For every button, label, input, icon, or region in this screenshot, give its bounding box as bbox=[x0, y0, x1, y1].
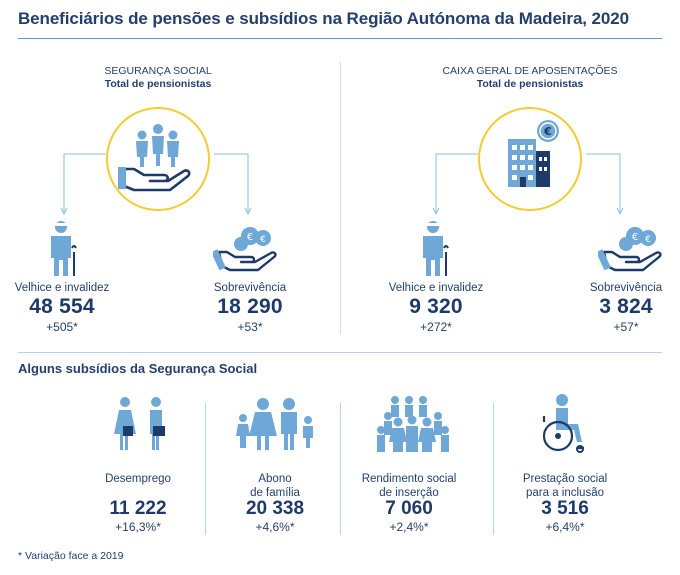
section-subheading: Total de pensionistas bbox=[476, 78, 584, 90]
subsidy-abono-familia: Abono de família 20 338 +4,6%* bbox=[200, 392, 350, 542]
subsidy-value: 3 516 bbox=[541, 498, 589, 519]
category-value: 18 290 bbox=[217, 295, 283, 318]
elderly-person-icon bbox=[51, 221, 77, 276]
variation-value: +6,4% bbox=[545, 520, 580, 534]
family-icon bbox=[236, 398, 313, 450]
subsidy-variation: +16,3%* bbox=[63, 520, 213, 534]
variation-value: +16,3% bbox=[115, 520, 157, 534]
subsidy-desemprego: Desemprego 11 222 +16,3%* bbox=[63, 392, 213, 542]
svg-text:€: € bbox=[247, 232, 253, 243]
subsidy-label: Rendimento social bbox=[361, 473, 457, 485]
subsidy-label: Prestação social bbox=[522, 473, 608, 485]
subsidy-label-line2: de inserção bbox=[379, 487, 439, 499]
group-people-icon bbox=[377, 396, 449, 452]
category-value: 9 320 bbox=[409, 295, 463, 318]
category-variation: +505* bbox=[0, 320, 142, 334]
page-title: Beneficiários de pensões e subsídios na … bbox=[18, 9, 629, 28]
category-value: 3 824 bbox=[599, 295, 653, 318]
variation-value: +505 bbox=[46, 320, 74, 334]
variation-value: +57 bbox=[613, 320, 634, 334]
category-variation: +53* bbox=[170, 320, 330, 334]
column-separator bbox=[340, 403, 341, 535]
section-heading: CAIXA GERAL DE APOSENTAÇÕES bbox=[442, 65, 618, 77]
section-subheading: Total de pensionistas bbox=[104, 78, 212, 90]
building-euro-icon: € bbox=[478, 107, 582, 211]
category-label: Sobrevivência bbox=[589, 282, 663, 294]
variation-value: +272 bbox=[420, 320, 448, 334]
asterisk: * bbox=[447, 320, 452, 334]
subsidy-prestacao-inclusao: Prestação social para a inclusão 3 516 +… bbox=[490, 392, 640, 542]
asterisk: * bbox=[257, 320, 263, 334]
svg-text:€: € bbox=[543, 125, 552, 138]
variation-value: +2,4% bbox=[389, 520, 424, 534]
wheelchair-icon bbox=[542, 394, 584, 453]
variation-value: +4,6% bbox=[255, 520, 290, 534]
svg-text:€: € bbox=[645, 235, 651, 245]
footnote: * Variação face a 2019 bbox=[18, 550, 124, 562]
category-value: 48 554 bbox=[29, 295, 95, 318]
section-heading-seguranca-social: SEGURANÇA SOCIAL Total de pensionistas bbox=[8, 65, 308, 91]
category-variation: +272* bbox=[356, 320, 516, 334]
subsidy-value: 11 222 bbox=[109, 498, 167, 519]
title-underline bbox=[18, 38, 662, 39]
category-label: Velhice e invalidez bbox=[388, 282, 484, 294]
subsidy-value: 20 338 bbox=[245, 498, 305, 519]
connector-lines bbox=[60, 153, 252, 216]
variation-value: +53 bbox=[237, 320, 258, 334]
asterisk: * bbox=[289, 520, 295, 534]
category-label: Sobrevivência bbox=[213, 282, 287, 294]
subsidy-label-line2: para a inclusão bbox=[526, 487, 604, 499]
hand-coins-icon: € € bbox=[213, 227, 277, 272]
subsidy-label: Desemprego bbox=[105, 473, 171, 485]
asterisk: * bbox=[423, 520, 429, 534]
section-divider bbox=[340, 62, 341, 334]
section-heading: SEGURANÇA SOCIAL bbox=[104, 65, 212, 77]
subsidies-title: Alguns subsídios da Segurança Social bbox=[18, 361, 258, 376]
asterisk: * bbox=[579, 520, 585, 534]
category-label: Velhice e invalidez bbox=[14, 282, 110, 294]
subsidy-rendimento-social: Rendimento social de inserção 7 060 +2,4… bbox=[334, 392, 484, 542]
section-separator bbox=[18, 352, 662, 353]
connector-lines bbox=[432, 153, 624, 216]
subsidy-variation: +4,6%* bbox=[200, 520, 350, 534]
section-heading-caixa-geral: CAIXA GERAL DE APOSENTAÇÕES Total de pen… bbox=[380, 65, 680, 91]
svg-text:€: € bbox=[260, 235, 266, 245]
hand-coins-icon: € € bbox=[598, 227, 662, 272]
column-separator bbox=[493, 403, 494, 535]
family-hand-icon bbox=[106, 107, 210, 211]
asterisk: * bbox=[73, 320, 78, 334]
asterisk: * bbox=[633, 320, 639, 334]
subsidy-value: 7 060 bbox=[385, 498, 433, 519]
svg-text:€: € bbox=[632, 232, 638, 243]
column-separator bbox=[205, 403, 206, 535]
category-variation: +57* bbox=[546, 320, 680, 334]
asterisk: * bbox=[156, 520, 161, 534]
subsidy-variation: +6,4%* bbox=[490, 520, 640, 534]
subsidy-label-line2: de família bbox=[250, 487, 300, 499]
subsidy-variation: +2,4%* bbox=[334, 520, 484, 534]
elderly-person-icon bbox=[423, 221, 449, 276]
subsidy-label: Abono bbox=[258, 473, 292, 485]
job-seekers-icon bbox=[114, 397, 165, 450]
